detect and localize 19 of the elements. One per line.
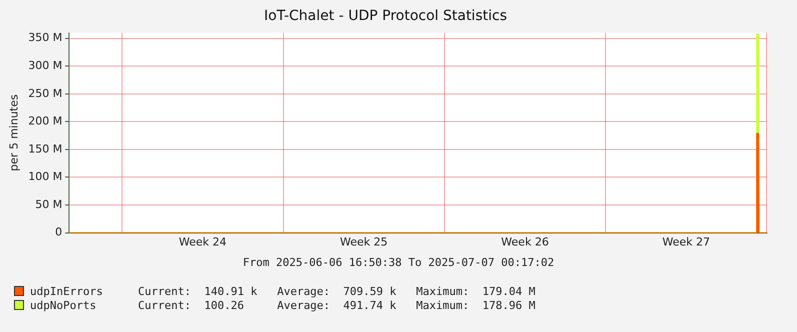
legend-label: udpNoPorts: [30, 298, 98, 312]
text: From 2025-06-06 16:50:38 To 2025-07-07 00:17:02: [242, 256, 556, 269]
y-tick-label: 250 M: [28, 86, 62, 100]
text: Current: 100.26 Average: 491.74 k Maximum: 178.96 M: [138, 298, 536, 312]
chart-title: IoT-Chalet - UDP Protocol Statistics: [264, 8, 507, 24]
y-axis-title: per 5 minutes: [7, 94, 20, 172]
x-tick-label: Week 27: [662, 235, 710, 248]
y-tick-label: 50 M: [35, 198, 62, 211]
x-tick-label: Week 24: [178, 235, 226, 248]
x-tick-label: Week 25: [340, 235, 388, 248]
y-tick-label: 300 M: [28, 58, 62, 72]
y-tick-label: 150 M: [28, 142, 62, 156]
text: Current: 140.91 k Average: 709.59 k Maximum: 179.04 M: [138, 284, 536, 298]
legend-label: udpInErrors: [30, 284, 104, 298]
y-tick-label: 100 M: [28, 170, 62, 184]
y-tick-label: 0: [55, 226, 62, 239]
y-tick-label: 200 M: [28, 114, 62, 128]
x-tick-label: Week 26: [501, 235, 549, 248]
y-tick-label: 350 M: [28, 31, 62, 44]
